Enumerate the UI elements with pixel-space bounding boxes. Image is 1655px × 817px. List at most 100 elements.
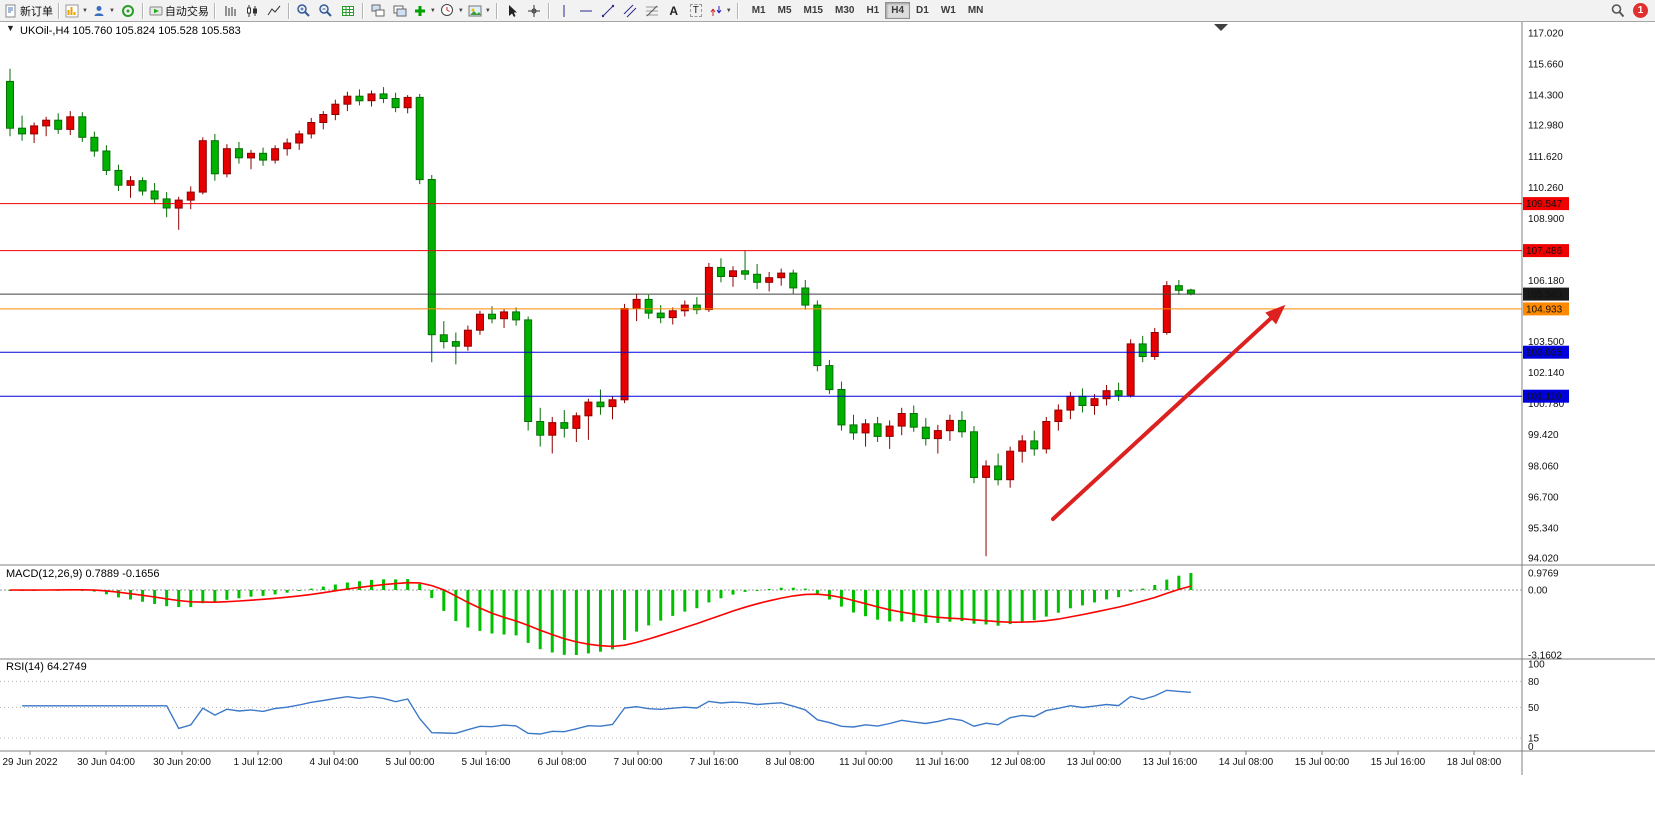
time-axis[interactable] — [0, 751, 1522, 775]
time-axis-label: 14 Jul 08:00 — [1219, 757, 1274, 768]
macd-axis-label: 0.9769 — [1528, 569, 1559, 580]
timeframe-m1[interactable]: M1 — [751, 5, 766, 16]
timeframe-w1[interactable]: W1 — [940, 5, 956, 16]
price-axis-label: 108.900 — [1528, 214, 1565, 225]
new-chart-button[interactable]: ▼ — [63, 1, 90, 21]
time-axis-label: 5 Jul 00:00 — [386, 757, 435, 768]
trend-arrow-annotation[interactable] — [1051, 307, 1283, 521]
price-tag — [1523, 244, 1569, 258]
time-axis-label: 7 Jul 00:00 — [614, 757, 663, 768]
search-icon — [1611, 4, 1624, 18]
shapes-tool-button[interactable]: ▼ — [707, 1, 734, 21]
text-label-tool-label: T — [689, 4, 702, 17]
time-axis-label: 30 Jun 04:00 — [77, 757, 135, 768]
market-watch-button[interactable] — [117, 1, 139, 21]
channel-tool-button[interactable] — [619, 1, 641, 21]
time-axis-label: 15 Jul 16:00 — [1371, 757, 1426, 768]
search-button[interactable] — [1606, 1, 1628, 21]
add-indicator-button[interactable]: ▼ — [411, 1, 438, 21]
toolbar-separator — [58, 2, 60, 19]
macd-axis-label: -3.1602 — [1528, 651, 1562, 662]
time-axis-label: 15 Jul 00:00 — [1295, 757, 1350, 768]
price-tag-label: 109.547 — [1526, 199, 1563, 210]
timeframe-mn[interactable]: MN — [967, 5, 984, 16]
rsi-axis-label: 15 — [1528, 734, 1540, 745]
main-toolbar: 新订单 ▼ ▼ 自动交易 ▼ — [0, 0, 1655, 22]
new-order-button[interactable]: 新订单 — [2, 1, 55, 21]
candlestick-series — [6, 68, 1195, 557]
chevron-down-icon: ▼ — [484, 7, 491, 14]
chevron-down-icon: ▼ — [725, 7, 732, 14]
time-axis-label: 13 Jul 16:00 — [1143, 757, 1198, 768]
periods-button[interactable]: ▼ — [438, 1, 466, 21]
timeframe-h1[interactable]: H1 — [866, 5, 880, 16]
vertical-line-tool-button[interactable] — [553, 1, 575, 21]
rsi-axis-label: 0 — [1528, 742, 1534, 753]
timeframe-m5[interactable]: M5 — [777, 5, 792, 16]
channel-icon — [623, 4, 637, 17]
autotrading-label: 自动交易 — [164, 5, 209, 18]
rsi-axis-label: 80 — [1528, 677, 1540, 688]
price-axis-label: 94.020 — [1528, 554, 1559, 565]
horizontal-line-tool-button[interactable] — [575, 1, 597, 21]
time-axis-label: 8 Jul 08:00 — [766, 757, 815, 768]
profiles-button[interactable]: ▼ — [90, 1, 117, 21]
price-axis-label: 96.700 — [1528, 492, 1559, 503]
chevron-down-icon: ▼ — [457, 7, 464, 14]
one-click-trading-toggle[interactable]: ▼ — [6, 23, 15, 33]
price-tag-label: 103.035 — [1526, 348, 1563, 359]
vertical-line-icon — [563, 4, 565, 17]
clock-icon — [440, 4, 453, 16]
chevron-down-icon: ▼ — [429, 7, 436, 14]
market-watch-icon — [121, 4, 134, 17]
cascade-windows-button[interactable] — [389, 1, 411, 21]
time-axis-label: 12 Jul 08:00 — [991, 757, 1046, 768]
text-tool-button[interactable]: A — [663, 1, 685, 21]
trend-arrow-head — [1265, 304, 1286, 325]
template-icon — [468, 5, 482, 16]
candlestick-chart-button[interactable] — [241, 1, 263, 21]
time-axis-label: 7 Jul 16:00 — [690, 757, 739, 768]
bar-chart-button[interactable] — [219, 1, 241, 21]
cascade-windows-icon — [393, 5, 407, 16]
fibonacci-tool-button[interactable] — [641, 1, 663, 21]
line-chart-button[interactable] — [263, 1, 285, 21]
crosshair-tool-button[interactable] — [523, 1, 545, 21]
price-tag — [1523, 302, 1569, 316]
timeframe-m30[interactable]: M30 — [834, 5, 855, 16]
timeframe-h4[interactable]: H4 — [885, 2, 911, 19]
zoom-out-button[interactable] — [315, 1, 337, 21]
templates-button[interactable]: ▼ — [466, 1, 493, 21]
autotrading-icon — [149, 6, 163, 15]
tile-windows-icon — [371, 4, 385, 16]
time-axis-label: 18 Jul 08:00 — [1447, 757, 1502, 768]
price-axis-label: 102.140 — [1528, 368, 1565, 379]
text-label-tool-button[interactable]: T — [685, 1, 707, 21]
zoom-in-icon — [297, 4, 311, 17]
time-axis-label: 30 Jun 20:00 — [153, 757, 211, 768]
horizontal-line-icon — [579, 10, 592, 11]
zoom-in-button[interactable] — [293, 1, 315, 21]
timeframe-d1[interactable]: D1 — [916, 5, 929, 16]
crosshair-icon — [527, 4, 540, 17]
price-tag-label: 101.110 — [1526, 392, 1562, 403]
grid-toggle-button[interactable] — [337, 1, 359, 21]
cursor-tool-button[interactable] — [501, 1, 523, 21]
bar-chart-icon — [225, 5, 236, 16]
autotrading-button[interactable]: 自动交易 — [147, 1, 211, 21]
price-tag — [1523, 389, 1569, 403]
cursor-icon — [508, 4, 517, 17]
price-tag-label: 104.933 — [1526, 304, 1563, 315]
chart-shift-marker[interactable] — [1214, 24, 1228, 31]
price-axis-label: 110.260 — [1528, 183, 1564, 194]
trendline-tool-button[interactable] — [597, 1, 619, 21]
timeframe-m15[interactable]: M15 — [803, 5, 823, 16]
profiles-icon — [94, 5, 104, 16]
price-axis-label: 98.060 — [1528, 461, 1559, 472]
chevron-down-icon: ▼ — [108, 7, 115, 14]
toolbar-separator — [547, 2, 550, 19]
tile-windows-button[interactable] — [367, 1, 389, 21]
time-axis-label: 11 Jul 00:00 — [839, 757, 893, 768]
notification-badge[interactable]: 1 — [1633, 3, 1648, 18]
